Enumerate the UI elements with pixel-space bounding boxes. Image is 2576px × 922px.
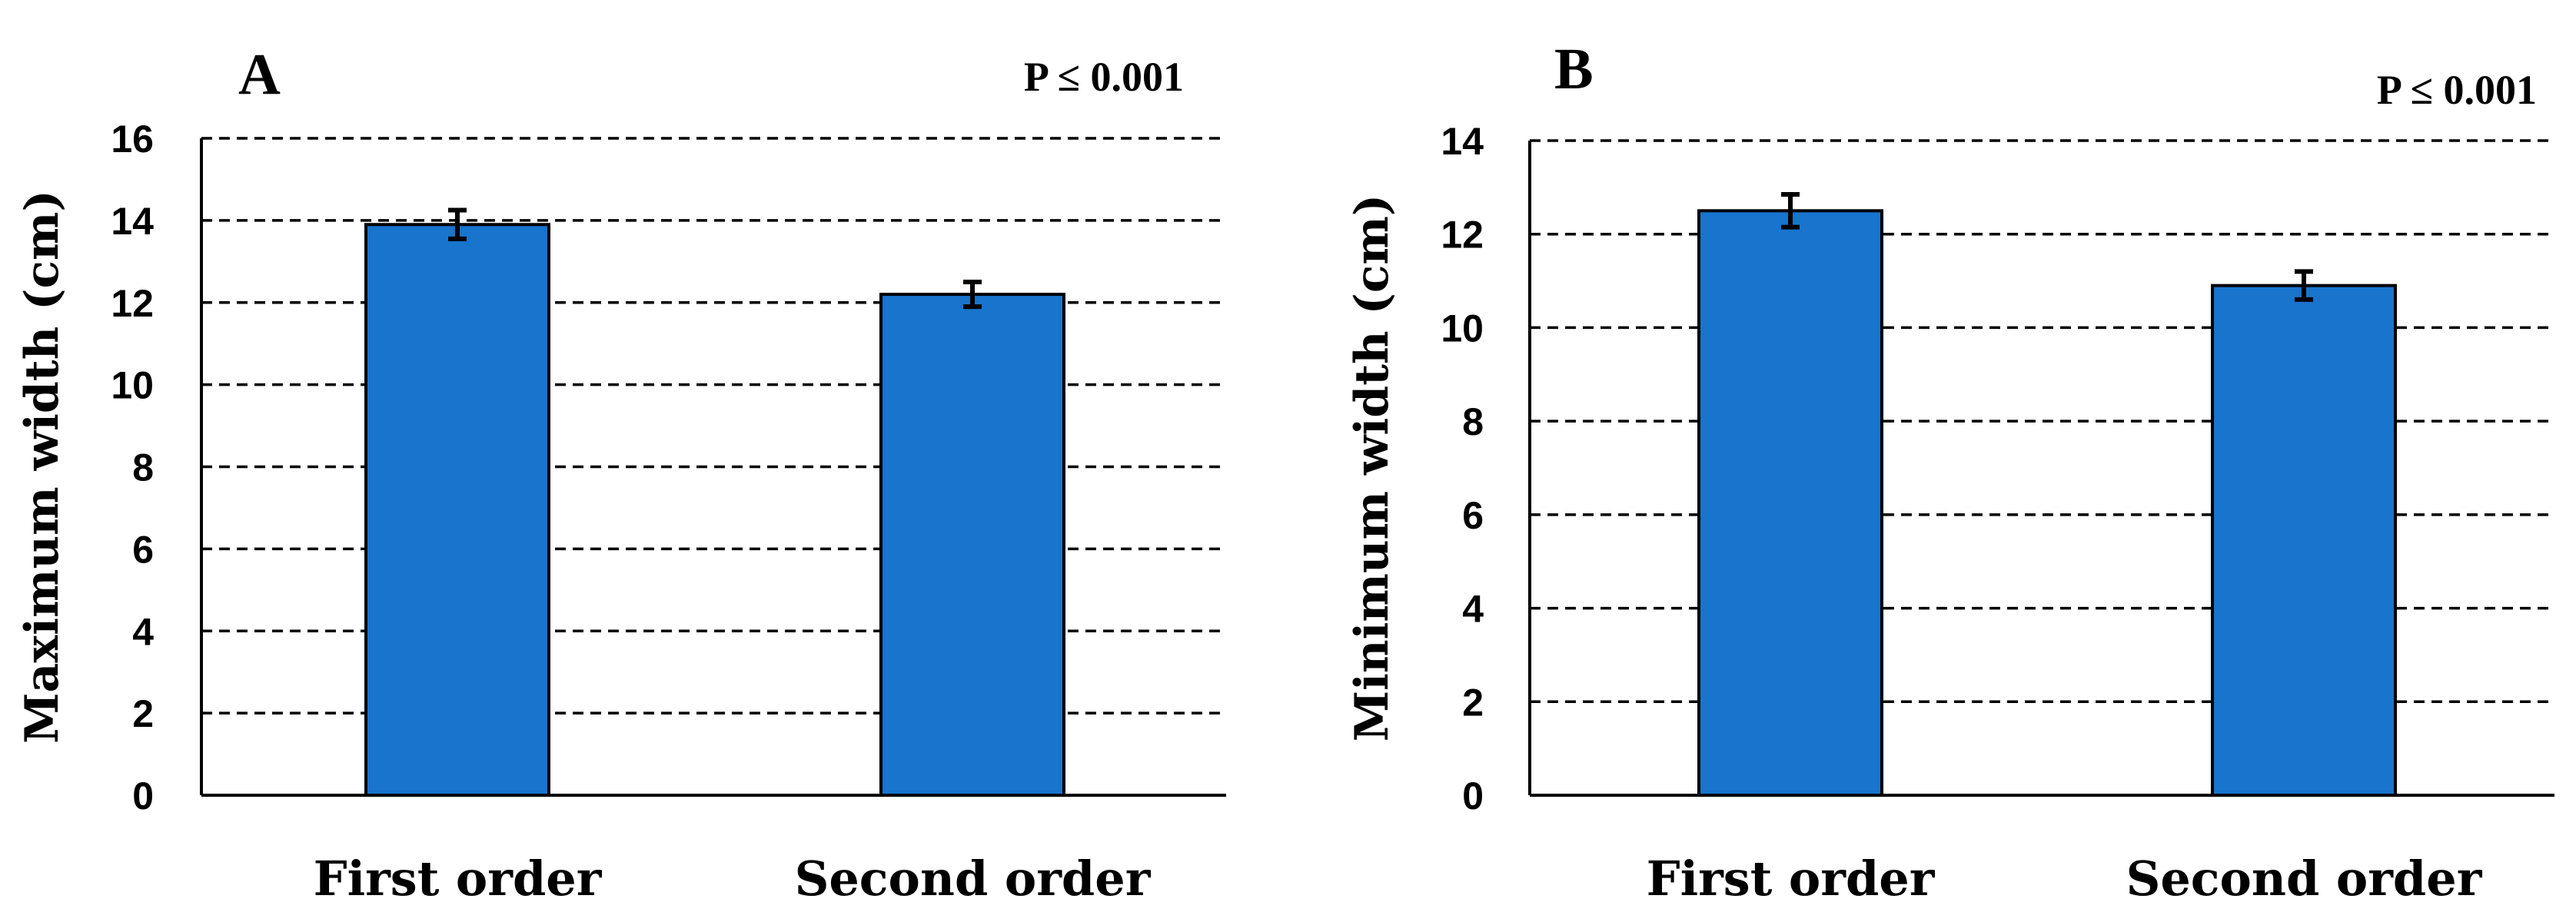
- p-value-annotation: P ≤ 0.001: [2377, 67, 2537, 113]
- bar: [1697, 209, 1883, 797]
- y-tick-label: 14: [111, 200, 154, 243]
- x-category-label: Second order: [795, 851, 1152, 907]
- y-tick-label: 14: [1441, 120, 1484, 163]
- y-axis-title: Maximum width (cm): [15, 190, 69, 744]
- y-tick-label: 0: [132, 774, 154, 818]
- y-axis-title: Minimum width (cm): [1345, 194, 1399, 742]
- y-tick-label: 6: [1462, 494, 1484, 537]
- y-tick-label: 16: [111, 118, 154, 161]
- p-value-annotation: P ≤ 0.001: [1024, 54, 1184, 100]
- panel-label: B: [1554, 37, 1594, 101]
- y-tick-label: 10: [1441, 307, 1484, 350]
- y-tick-label: 0: [1462, 774, 1484, 818]
- y-tick-label: 12: [111, 282, 154, 325]
- x-category-label: Second order: [2126, 851, 2483, 907]
- y-tick-label: 12: [1441, 214, 1484, 257]
- bar: [879, 293, 1065, 797]
- y-tick-label: 8: [132, 446, 154, 489]
- y-tick-label: 4: [132, 610, 154, 653]
- y-tick-label: 2: [132, 692, 154, 735]
- y-tick-label: 8: [1462, 400, 1484, 443]
- bar: [2211, 284, 2397, 797]
- panel-label: A: [238, 42, 281, 107]
- y-tick-label: 10: [111, 364, 154, 407]
- bar: [364, 223, 550, 797]
- y-tick-label: 4: [1462, 588, 1484, 631]
- y-tick-label: 2: [1462, 681, 1484, 724]
- y-tick-label: 6: [132, 528, 154, 571]
- x-category-label: First order: [314, 851, 603, 907]
- x-category-label: First order: [1647, 851, 1936, 907]
